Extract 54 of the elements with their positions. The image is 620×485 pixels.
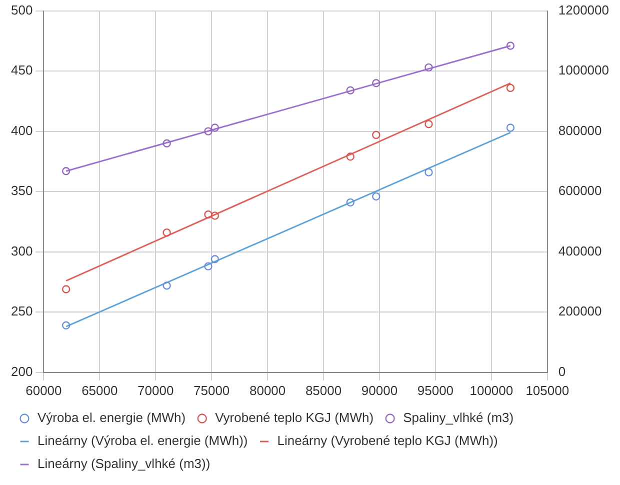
- x-tick-label: 70000: [138, 382, 174, 398]
- y2-tick-label: 600000: [558, 183, 602, 198]
- point: [62, 285, 70, 294]
- point: [204, 262, 212, 270]
- x-tick-label: 75000: [194, 382, 230, 398]
- point: [204, 127, 212, 136]
- point: [62, 321, 70, 330]
- point: [346, 152, 354, 161]
- y-tick-label: 250: [10, 304, 33, 319]
- point: [506, 124, 515, 132]
- x-tick-label: 80000: [249, 382, 286, 398]
- point: [210, 124, 220, 132]
- x-tick-label: 65000: [82, 382, 118, 398]
- point: [424, 120, 433, 128]
- y-tick-label: 500: [10, 2, 33, 18]
- y-tick-label: 400: [10, 122, 33, 138]
- point: [372, 192, 380, 201]
- x-tick-label: 85000: [305, 382, 342, 398]
- y2-tick-label: 800000: [558, 122, 602, 138]
- point: [506, 84, 515, 92]
- point: [424, 168, 433, 176]
- point: [372, 79, 380, 88]
- point: [162, 139, 171, 148]
- y-tick-label: 200: [10, 364, 33, 379]
- point: [210, 212, 220, 220]
- point: [346, 86, 354, 94]
- legend-label: Vyrobené teplo KGJ (MWh): [215, 410, 374, 426]
- x-tick-label: 90000: [361, 382, 398, 398]
- y-tick-label: 350: [10, 183, 33, 198]
- point: [162, 228, 171, 237]
- y-tick-label: 300: [10, 243, 33, 258]
- y2-tick-label: 200000: [558, 304, 602, 319]
- y2-tick-label: 1000000: [558, 62, 610, 78]
- point: [372, 130, 380, 140]
- x-tick-label: 105000: [526, 382, 570, 398]
- point: [210, 255, 220, 264]
- legend-label: Lineárny (Výroba el. energie (MWh)): [38, 433, 248, 448]
- point: [424, 63, 433, 72]
- y2-tick-label: 0: [558, 364, 566, 379]
- point: [162, 282, 171, 290]
- y-tick-label: 450: [10, 62, 33, 78]
- legend-label: Lineárny (Vyrobené teplo KGJ (MWh)): [277, 433, 498, 448]
- x-tick-label: 100000: [470, 382, 514, 398]
- x-tick-label: 95000: [417, 382, 454, 398]
- point: [506, 42, 515, 50]
- legend-label: Lineárny (Spaliny_vlhké (m3)): [38, 456, 210, 472]
- legend-label: Výroba el. energie (MWh): [38, 410, 186, 426]
- y2-tick-label: 1200000: [558, 2, 610, 18]
- x-tick-label: 60000: [26, 382, 62, 398]
- legend-label: Spaliny_vlhké (m3): [403, 410, 514, 426]
- y2-tick-label: 400000: [558, 243, 602, 258]
- point: [346, 198, 354, 207]
- point: [62, 167, 70, 176]
- point: [204, 210, 212, 219]
